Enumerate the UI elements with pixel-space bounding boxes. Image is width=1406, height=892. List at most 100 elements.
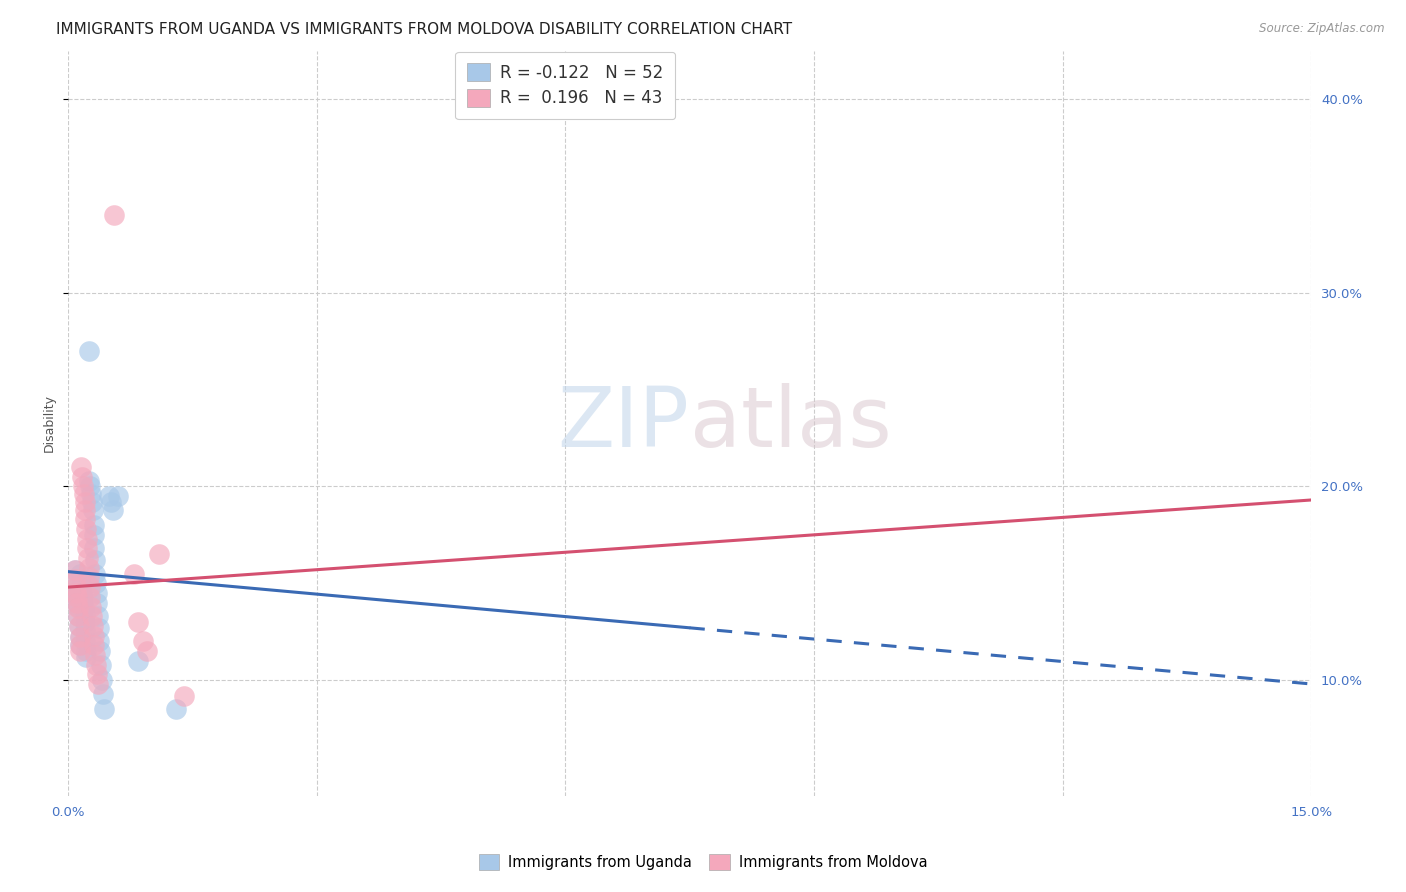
Point (75, 644, 97, 658)
Point (107, 489, 129, 503)
Point (65, 580, 87, 594)
Point (69, 638, 91, 652)
Point (80, 609, 103, 624)
Text: IMMIGRANTS FROM UGANDA VS IMMIGRANTS FROM MOLDOVA DISABILITY CORRELATION CHART: IMMIGRANTS FROM UGANDA VS IMMIGRANTS FRO… (56, 22, 793, 37)
Point (65, 573, 87, 587)
Point (91, 687, 114, 701)
Point (72, 479, 94, 493)
Point (135, 644, 157, 658)
Point (173, 689, 195, 703)
Point (83, 638, 105, 652)
Point (80, 599, 103, 614)
Point (83, 528, 105, 542)
Y-axis label: Disability: Disability (44, 394, 56, 452)
Point (66, 609, 89, 624)
Point (127, 654, 149, 668)
Point (83, 629, 105, 643)
Point (98, 489, 121, 503)
Point (90, 673, 112, 687)
Point (103, 208, 125, 222)
Point (75, 512, 97, 526)
Point (86, 586, 108, 600)
Point (76, 551, 98, 566)
Point (73, 502, 96, 516)
Text: atlas: atlas (689, 383, 891, 464)
Point (69, 644, 91, 658)
Point (100, 495, 122, 509)
Point (73, 615, 96, 629)
Point (66, 596, 89, 610)
Point (86, 667, 108, 681)
Point (66, 590, 89, 604)
Point (89, 634, 111, 648)
Point (87, 609, 110, 624)
Point (67, 619, 90, 633)
Point (76, 532, 98, 546)
Point (75, 623, 97, 637)
Point (69, 566, 91, 581)
Point (63, 563, 86, 577)
Point (70, 576, 93, 591)
Point (84, 553, 107, 567)
Point (65, 580, 87, 594)
Text: Source: ZipAtlas.com: Source: ZipAtlas.com (1260, 22, 1385, 36)
Point (77, 561, 100, 575)
Point (63, 563, 86, 577)
Point (66, 609, 89, 624)
Point (84, 566, 107, 581)
Point (65, 586, 87, 600)
Point (70, 460, 93, 475)
Point (101, 502, 124, 516)
Point (79, 570, 101, 584)
Point (84, 657, 107, 672)
Point (82, 619, 104, 633)
Point (75, 522, 97, 536)
Point (82, 502, 104, 516)
Point (76, 541, 98, 556)
Point (75, 649, 97, 664)
Point (70, 580, 93, 594)
Point (87, 621, 110, 635)
Point (87, 677, 110, 691)
Point (84, 576, 107, 591)
Point (72, 590, 94, 604)
Point (122, 566, 145, 581)
Point (73, 495, 96, 509)
Point (66, 590, 89, 604)
Point (70, 586, 93, 600)
Point (83, 541, 105, 556)
Point (79, 474, 101, 488)
Point (66, 596, 89, 610)
Point (69, 631, 91, 645)
Point (79, 590, 101, 604)
Point (70, 469, 93, 483)
Point (148, 547, 170, 561)
Point (66, 599, 89, 614)
Point (84, 648, 107, 662)
Point (73, 487, 96, 501)
Point (67, 619, 90, 633)
Point (80, 495, 103, 509)
Text: ZIP: ZIP (558, 383, 689, 464)
Point (77, 343, 100, 358)
Point (127, 615, 149, 629)
Point (131, 634, 153, 648)
Point (72, 596, 94, 610)
Point (69, 631, 91, 645)
Point (83, 518, 105, 533)
Point (89, 644, 111, 658)
Point (75, 634, 97, 648)
Point (66, 601, 89, 615)
Point (86, 596, 108, 610)
Point (80, 487, 103, 501)
Point (69, 638, 91, 652)
Legend: R = -0.122   N = 52, R =  0.196   N = 43: R = -0.122 N = 52, R = 0.196 N = 43 (456, 52, 675, 119)
Point (90, 657, 112, 672)
Point (73, 607, 96, 622)
Point (65, 586, 87, 600)
Point (79, 479, 101, 493)
Legend: Immigrants from Uganda, Immigrants from Moldova: Immigrants from Uganda, Immigrants from … (471, 847, 935, 878)
Point (165, 702, 187, 716)
Point (65, 576, 87, 591)
Point (73, 601, 96, 615)
